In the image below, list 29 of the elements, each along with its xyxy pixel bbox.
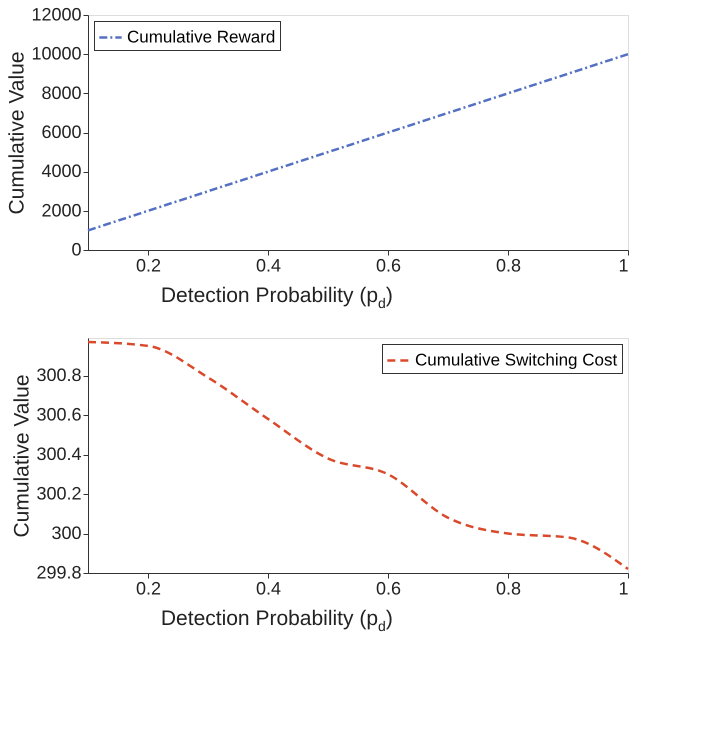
y-tick-label: 300.8 [36, 365, 82, 386]
x-tick-label: 0.2 [136, 256, 162, 276]
line-series [86, 340, 630, 570]
y-tick-label: 12000 [31, 4, 82, 24]
line-series [86, 52, 630, 232]
x-tick-label: 0.6 [376, 256, 402, 276]
y-tick-label: 2000 [41, 200, 82, 220]
y-axis-title: Cumulative Value [5, 51, 28, 215]
y-axis-title: Cumulative Value [10, 374, 34, 538]
x-tick-label: 0.8 [496, 578, 522, 598]
y-tick-label: 0 [71, 240, 82, 260]
x-tick-label: 0.6 [376, 578, 402, 598]
y-tick-label: 300.2 [36, 484, 82, 504]
y-tick-label: 4000 [41, 161, 82, 182]
y-tick-label: 6000 [41, 122, 82, 142]
x-tick-label: 1 [618, 578, 628, 598]
x-tick-label: 0.4 [256, 578, 282, 598]
y-tick-label: 10000 [31, 44, 82, 64]
y-tick-label: 299.8 [36, 562, 82, 582]
x-tick-label: 0.4 [256, 256, 282, 276]
x-tick-label: 0.8 [496, 256, 522, 276]
legend-label: Cumulative Switching Cost [415, 350, 618, 370]
x-tick-label: 0.2 [136, 578, 162, 598]
x-tick-label: 1 [618, 256, 628, 276]
y-tick-label: 300.4 [36, 444, 82, 464]
legend-label: Cumulative Reward [127, 28, 276, 46]
y-tick-label: 300.6 [36, 404, 82, 425]
y-tick-label: 300 [51, 523, 82, 544]
y-tick-label: 8000 [41, 82, 82, 103]
